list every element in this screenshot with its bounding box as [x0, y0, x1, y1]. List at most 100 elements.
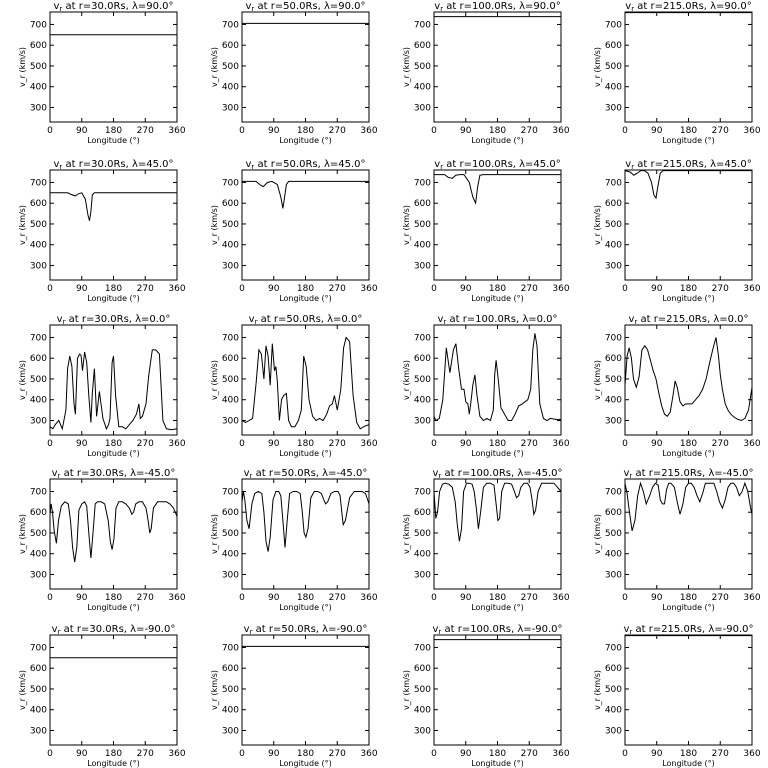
panel-15: vr at r=100.0Rs, λ=-45.0° 0 90 180 270 360 300…	[402, 468, 570, 612]
panel-title: vr at r=30.0Rs, λ=90.0°	[53, 1, 173, 13]
plot-frame	[241, 169, 370, 281]
y-tick-label: 500	[414, 529, 431, 539]
title-text: at r=50.0Rs, λ=90.0°	[254, 1, 365, 12]
title-subscript: r	[438, 472, 441, 480]
y-tick-label: 400	[30, 396, 47, 406]
y-tick-label: 700	[30, 20, 47, 30]
y-tick-label: 600	[605, 41, 622, 51]
x-tick-label: 180	[105, 749, 122, 759]
x-tick-label: 360	[168, 284, 185, 294]
plot-frame	[433, 634, 562, 746]
y-tick-label: 600	[30, 664, 47, 674]
y-tick-label: 400	[605, 396, 622, 406]
y-tick-label: 500	[414, 685, 431, 695]
x-tick-label: 90	[651, 126, 663, 136]
x-tick-label: 90	[651, 593, 663, 603]
title-text: at r=100.0Rs, λ=-90.0°	[441, 624, 562, 635]
x-tick-label: 90	[268, 284, 280, 294]
y-tick-label: 300	[605, 103, 622, 113]
x-tick-label: 360	[552, 749, 569, 759]
y-tick-label: 600	[605, 354, 622, 364]
series-line	[241, 336, 370, 430]
y-axis-label: v_r (km/s)	[18, 670, 27, 710]
y-tick-label: 500	[605, 375, 622, 385]
x-tick-label: 180	[297, 749, 314, 759]
plot-frame	[624, 11, 753, 123]
x-tick-label: 180	[105, 126, 122, 136]
x-tick-label: 0	[239, 593, 245, 603]
x-tick-label: 270	[137, 126, 154, 136]
y-tick-label: 700	[222, 333, 239, 343]
x-tick-label: 0	[431, 749, 437, 759]
x-axis-label: Longitude (°)	[279, 603, 332, 612]
panel-18: vr at r=50.0Rs, λ=-90.0° 0 90 180 270 360 300 4…	[210, 624, 378, 768]
y-axis-label: v_r (km/s)	[402, 205, 411, 245]
panel-title: vr at r=215.0Rs, λ=-45.0°	[623, 468, 753, 480]
x-tick-label: 270	[137, 593, 154, 603]
x-tick-label: 90	[460, 284, 472, 294]
title-subscript: r	[438, 628, 441, 636]
x-tick-label: 180	[105, 439, 122, 449]
y-tick-label: 500	[30, 62, 47, 72]
y-tick-label: 500	[605, 62, 622, 72]
x-tick-label: 90	[651, 439, 663, 449]
panel-7: vr at r=100.0Rs, λ=45.0° 0 90 180 270 360 300 4…	[402, 159, 570, 303]
series-line	[242, 180, 369, 209]
y-tick-label: 500	[222, 62, 239, 72]
y-axis-label: v_r (km/s)	[18, 205, 27, 245]
y-tick-label: 700	[222, 643, 239, 653]
title-subscript: r	[58, 472, 61, 480]
y-tick-label: 700	[222, 178, 239, 188]
y-axis-label: v_r (km/s)	[18, 360, 27, 400]
x-tick-label: 0	[622, 126, 628, 136]
x-tick-label: 360	[743, 439, 760, 449]
y-tick-label: 300	[605, 570, 622, 580]
y-tick-label: 400	[30, 241, 47, 251]
x-tick-label: 180	[105, 284, 122, 294]
x-tick-label: 90	[76, 284, 88, 294]
title-subscript: r	[58, 628, 61, 636]
x-axis-label: Longitude (°)	[87, 603, 140, 612]
title-text: at r=30.0Rs, λ=45.0°	[62, 159, 173, 170]
plot-frame	[49, 478, 178, 590]
panel-title: vr at r=50.0Rs, λ=45.0°	[245, 159, 365, 171]
x-tick-label: 180	[105, 593, 122, 603]
x-tick-label: 0	[622, 749, 628, 759]
panel-19: vr at r=100.0Rs, λ=-90.0° 0 90 180 270 360 300…	[402, 624, 570, 768]
y-tick-label: 600	[605, 664, 622, 674]
y-tick-label: 400	[30, 706, 47, 716]
y-tick-label: 600	[222, 664, 239, 674]
y-tick-label: 400	[222, 241, 239, 251]
series-line	[433, 333, 561, 422]
y-tick-label: 300	[605, 261, 622, 271]
title-subscript: r	[250, 472, 253, 480]
plot-frame	[433, 478, 562, 590]
plot-frame	[624, 324, 753, 436]
panel-6: vr at r=50.0Rs, λ=45.0° 0 90 180 270 360 300 40…	[210, 159, 378, 303]
x-tick-label: 270	[712, 749, 729, 759]
y-tick-label: 300	[222, 570, 239, 580]
panel-8: vr at r=215.0Rs, λ=45.0° 0 90 180 270 360 300 4…	[593, 159, 761, 303]
x-tick-label: 90	[651, 749, 663, 759]
x-tick-label: 0	[622, 439, 628, 449]
x-tick-label: 270	[329, 593, 346, 603]
y-tick-label: 700	[30, 643, 47, 653]
y-axis-label: v_r (km/s)	[210, 47, 219, 87]
y-tick-label: 600	[414, 41, 431, 51]
y-tick-label: 700	[414, 487, 431, 497]
x-axis-label: Longitude (°)	[471, 449, 524, 458]
x-tick-label: 0	[47, 749, 53, 759]
x-tick-label: 0	[622, 593, 628, 603]
x-tick-label: 270	[521, 126, 538, 136]
panel-title: vr at r=50.0Rs, λ=-45.0°	[244, 468, 368, 480]
y-tick-label: 600	[222, 508, 239, 518]
title-subscript: r	[63, 318, 66, 326]
x-tick-label: 90	[460, 593, 472, 603]
y-tick-label: 300	[414, 261, 431, 271]
x-tick-label: 360	[168, 593, 185, 603]
x-tick-label: 180	[489, 284, 506, 294]
panel-1: vr at r=30.0Rs, λ=90.0° 0 90 180 270 360 300 40…	[18, 1, 186, 145]
y-axis-label: v_r (km/s)	[402, 670, 411, 710]
title-text: at r=30.0Rs, λ=90.0°	[62, 1, 173, 12]
